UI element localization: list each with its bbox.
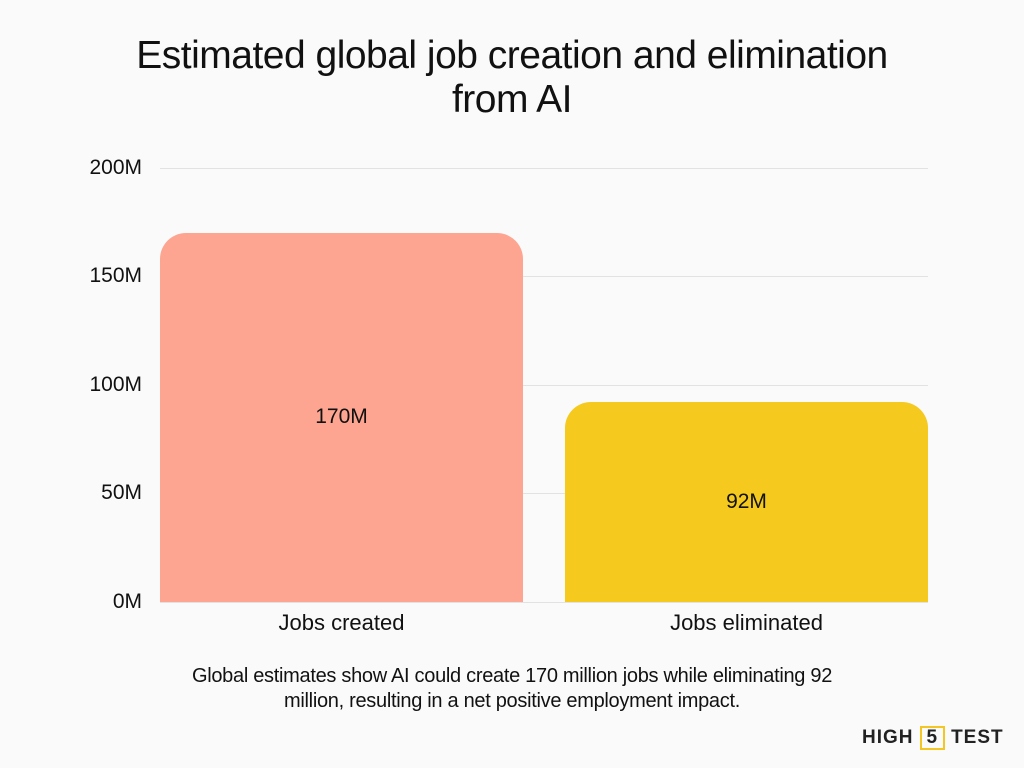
y-tick: 100M (89, 373, 142, 396)
x-tick: Jobs created (278, 610, 405, 635)
x-tick: Jobs eliminated (670, 610, 823, 635)
bar-jobs-created: 170M (160, 233, 523, 602)
bar-value-label: 170M (315, 405, 368, 429)
caption-line-2: million, resulting in a net positive emp… (284, 690, 740, 712)
y-tick: 50M (101, 481, 142, 504)
caption-line-1: Global estimates show AI could create 17… (191, 665, 833, 687)
logo-text-right: TEST (951, 727, 1004, 748)
brand-logo: HIGH 5 TEST (862, 726, 1004, 750)
logo-text-left: HIGH (862, 727, 914, 748)
gridline-150 (160, 276, 928, 277)
bar-jobs-eliminated: 92M (565, 402, 928, 602)
gridline-0 (160, 602, 928, 603)
y-tick: 200M (89, 156, 142, 179)
bar-value-label: 92M (726, 490, 767, 514)
y-tick: 150M (89, 264, 142, 287)
y-tick: 0M (112, 590, 142, 613)
chart-title: Estimated global job creation and elimin… (0, 34, 1024, 122)
gridline-50 (160, 493, 928, 494)
gridline-200 (160, 168, 928, 169)
chart-caption: Global estimates show AI could create 17… (80, 664, 944, 714)
logo-five-box: 5 (919, 726, 946, 750)
title-line-2: from AI (451, 78, 573, 121)
title-line-1: Estimated global job creation and elimin… (136, 34, 888, 77)
gridline-100 (160, 385, 928, 386)
